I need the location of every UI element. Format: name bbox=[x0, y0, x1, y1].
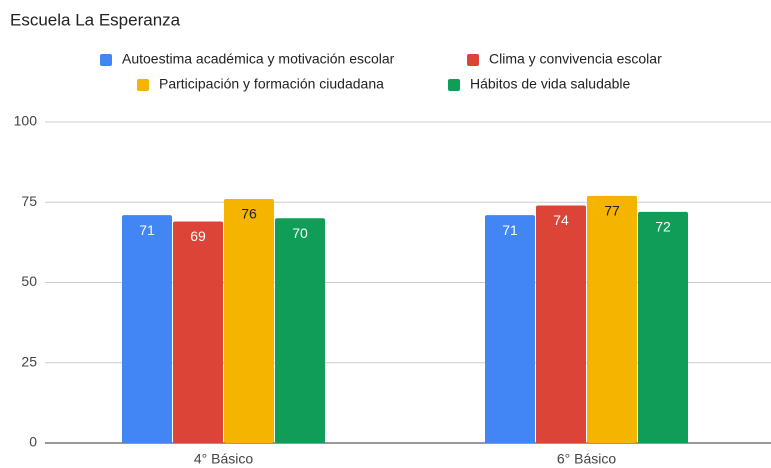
y-tick-label: 100 bbox=[14, 113, 38, 129]
data-label: 77 bbox=[604, 203, 620, 219]
bar bbox=[173, 221, 223, 443]
data-label: 71 bbox=[502, 222, 518, 238]
legend-label: Autoestima académica y motivación escola… bbox=[122, 51, 395, 67]
data-label: 71 bbox=[139, 222, 155, 238]
legend-swatch bbox=[100, 54, 112, 66]
legend-label: Hábitos de vida saludable bbox=[470, 76, 631, 92]
data-label: 74 bbox=[553, 212, 569, 228]
bar bbox=[485, 215, 535, 443]
data-label: 72 bbox=[655, 219, 671, 235]
legend-swatch bbox=[467, 54, 479, 66]
y-tick-label: 25 bbox=[21, 353, 37, 369]
bar bbox=[275, 218, 325, 443]
y-tick-label: 50 bbox=[21, 273, 37, 289]
legend-label: Participación y formación ciudadana bbox=[159, 76, 384, 92]
x-tick-label: 6° Básico bbox=[557, 451, 617, 467]
bar bbox=[587, 195, 637, 443]
bar bbox=[638, 211, 688, 443]
bar bbox=[122, 215, 172, 443]
y-tick-label: 75 bbox=[21, 193, 37, 209]
y-tick-label: 0 bbox=[29, 434, 37, 450]
data-label: 70 bbox=[292, 225, 308, 241]
data-label: 76 bbox=[241, 206, 257, 222]
legend-swatch bbox=[137, 79, 149, 91]
x-tick-label: 4° Básico bbox=[194, 451, 254, 467]
legend-swatch bbox=[448, 79, 460, 91]
legend-label: Clima y convivencia escolar bbox=[489, 51, 662, 67]
bar bbox=[224, 199, 274, 443]
bar bbox=[536, 205, 586, 443]
chart-title: Escuela La Esperanza bbox=[10, 10, 181, 29]
data-label: 69 bbox=[190, 228, 206, 244]
